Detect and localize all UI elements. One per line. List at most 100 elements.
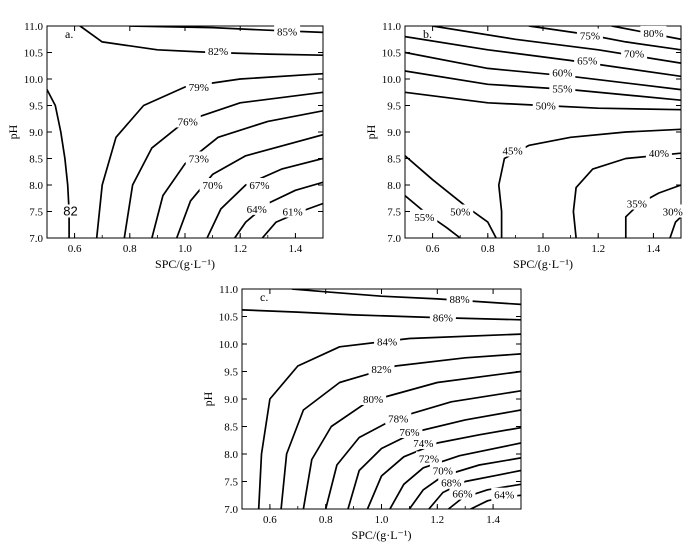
y-tick-label: 11.0 xyxy=(382,21,401,33)
contour-label: 82 xyxy=(63,204,77,219)
y-tick-label: 7.5 xyxy=(224,477,238,489)
x-tick-label: 0.6 xyxy=(263,514,277,526)
x-axis-label: SPC/(g·L⁻¹) xyxy=(513,257,573,271)
y-tick-label: 9.5 xyxy=(387,101,401,113)
contour-line xyxy=(366,426,521,509)
contour-label: 70% xyxy=(203,180,223,192)
panel-label: c. xyxy=(260,290,268,304)
contour-label-bg xyxy=(368,361,395,375)
y-tick-label: 11.0 xyxy=(219,284,238,296)
contour-line xyxy=(497,128,681,238)
contour-label: 72% xyxy=(419,453,439,465)
contour-label: 75% xyxy=(580,31,600,43)
y-tick-label: 10.0 xyxy=(24,74,44,86)
contour-label-bg xyxy=(640,25,667,39)
panel-label: a. xyxy=(65,27,73,41)
x-tick-label: 0.8 xyxy=(481,243,495,255)
contour-label-bg xyxy=(659,204,686,218)
contour-line xyxy=(528,26,681,51)
y-tick-label: 9.5 xyxy=(224,367,238,379)
y-tick-label: 10.0 xyxy=(382,74,402,86)
x-tick-label: 1.0 xyxy=(375,514,389,526)
y-tick-label: 8.5 xyxy=(224,422,238,434)
contour-label-bg xyxy=(243,201,270,215)
contour-line xyxy=(405,35,681,78)
x-tick-label: 1.4 xyxy=(486,514,500,526)
y-axis-label: pH xyxy=(201,391,215,406)
y-tick-label: 9.0 xyxy=(29,127,43,139)
y-tick-label: 9.0 xyxy=(224,394,238,406)
contour-label-bg xyxy=(499,143,526,157)
y-tick-label: 10.5 xyxy=(24,48,44,60)
contour-label-bg xyxy=(621,46,648,60)
contour-label-bg xyxy=(446,291,473,305)
x-tick-label: 0.6 xyxy=(426,243,440,255)
contour-label: 65% xyxy=(577,55,597,67)
y-tick-label: 8.0 xyxy=(224,449,238,461)
contour-label: 76% xyxy=(178,116,198,128)
contour-label: 67% xyxy=(249,180,269,192)
contour-line xyxy=(669,215,681,238)
contour-label-bg xyxy=(645,146,672,160)
contour-label-bg xyxy=(411,209,438,223)
contour-line xyxy=(79,26,323,57)
x-axis-label: SPC/(g·L⁻¹) xyxy=(155,257,215,271)
contour-label: 82% xyxy=(371,364,391,376)
contour-line xyxy=(95,72,323,238)
contour-label-bg xyxy=(429,463,456,477)
contour-label: 35% xyxy=(627,199,647,211)
contour-label-bg xyxy=(396,425,423,438)
contour-line xyxy=(206,157,323,238)
y-tick-label: 10.5 xyxy=(382,48,402,60)
contour-label: 60% xyxy=(552,68,572,80)
contour-label: 85% xyxy=(277,26,297,38)
y-tick-label: 8.5 xyxy=(387,154,401,166)
contour-label: 82% xyxy=(208,46,228,58)
contour-label: 55% xyxy=(414,212,434,224)
contour-label-bg xyxy=(174,114,201,128)
x-tick-label: 1.0 xyxy=(178,243,192,255)
contour-line xyxy=(291,289,521,306)
y-tick-label: 11.0 xyxy=(24,21,43,33)
contour-label-bg xyxy=(574,53,601,67)
contour-label: 84% xyxy=(377,336,397,348)
y-axis-label: pH xyxy=(6,124,20,139)
contour-line xyxy=(151,109,323,238)
y-tick-label: 7.5 xyxy=(29,207,43,219)
contour-label-bg xyxy=(279,204,306,218)
y-tick-label: 7.0 xyxy=(224,504,238,516)
y-tick-label: 10.5 xyxy=(219,312,239,324)
contour-label: 73% xyxy=(189,154,209,166)
contour-line xyxy=(389,442,521,509)
contour-label: 64% xyxy=(247,204,267,216)
contour-line xyxy=(572,152,681,238)
contour-line xyxy=(302,370,521,509)
contour-label-bg xyxy=(447,204,474,218)
contour-label: 79% xyxy=(189,82,209,94)
contour-label-bg xyxy=(549,81,576,95)
contour-label-bg xyxy=(549,65,576,79)
y-tick-label: 8.0 xyxy=(387,180,401,192)
contour-label: 45% xyxy=(503,146,523,158)
contour-line xyxy=(175,133,323,238)
x-tick-label: 1.2 xyxy=(233,243,247,255)
contour-line xyxy=(242,309,521,321)
x-axis-label: SPC/(g·L⁻¹) xyxy=(352,528,412,542)
y-tick-label: 8.0 xyxy=(29,180,43,192)
contour-label-bg xyxy=(185,79,212,93)
contour-label-bg xyxy=(429,310,456,324)
x-tick-label: 1.0 xyxy=(536,243,550,255)
panel-b: 0.6 0.8 1.0 1.2 1.4 7.0 7.5 8.0 8.5 9.0 9.5 10.0 10.… xyxy=(364,21,686,271)
x-tick-label: 0.8 xyxy=(319,514,333,526)
contour-label: 80% xyxy=(643,28,663,40)
contour-label-bg xyxy=(246,178,273,191)
contour-label-bg xyxy=(410,436,437,449)
y-tick-label: 10.0 xyxy=(219,339,239,351)
y-tick-label: 9.0 xyxy=(387,127,401,139)
contour-label-bg xyxy=(623,196,650,210)
contour-label: 55% xyxy=(552,84,572,96)
panel-a: 0.6 0.8 1.0 1.2 1.4 7.0 7.5 8.0 8.5 9.0 9.5 10.0 10.… xyxy=(6,21,324,271)
panel-label: b. xyxy=(423,27,432,41)
contour-line xyxy=(405,51,681,91)
